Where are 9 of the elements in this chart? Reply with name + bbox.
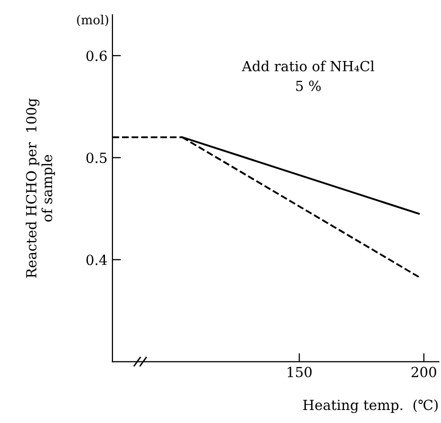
text: (mol) bbox=[77, 14, 108, 26]
y-tick-label: 0.5 bbox=[86, 152, 107, 164]
x-axis-title: Heating temp. (℃) bbox=[303, 399, 438, 414]
annotation: Add ratio of NH₄Cl 5 % bbox=[242, 60, 374, 92]
y-tick-label: 0.4 bbox=[86, 254, 107, 266]
y-tick-label: 0.6 bbox=[86, 50, 107, 62]
x-tick-label: 200 bbox=[412, 366, 436, 378]
y-axis-title: Reacted HCHO per 100g of sample bbox=[26, 98, 55, 278]
x-tick-label: 150 bbox=[288, 366, 312, 378]
